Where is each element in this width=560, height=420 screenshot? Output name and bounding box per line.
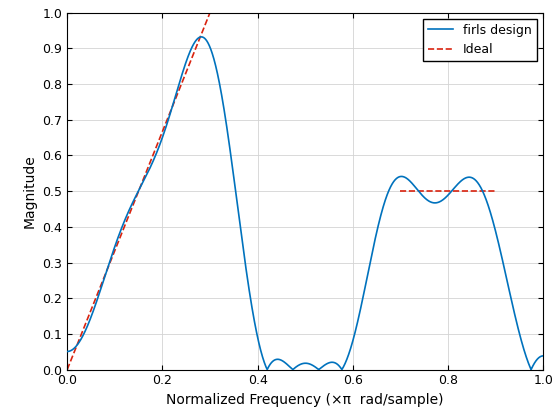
Ideal bbox=[72, 346, 79, 351]
Legend: firls design, Ideal: firls design, Ideal bbox=[423, 19, 537, 61]
firls design bbox=[451, 186, 458, 191]
X-axis label: Normalized Frequency (×π  rad/sample): Normalized Frequency (×π rad/sample) bbox=[166, 393, 444, 407]
firls design bbox=[198, 34, 204, 39]
Ideal bbox=[69, 353, 76, 358]
firls design bbox=[540, 353, 547, 358]
Line: Ideal: Ideal bbox=[67, 13, 210, 370]
Ideal bbox=[102, 272, 109, 277]
Line: firls design: firls design bbox=[67, 37, 543, 370]
firls design bbox=[528, 367, 534, 372]
Ideal bbox=[207, 10, 213, 15]
Ideal bbox=[199, 28, 206, 33]
firls design bbox=[381, 200, 388, 205]
firls design bbox=[485, 204, 492, 209]
Y-axis label: Magnitude: Magnitude bbox=[23, 154, 37, 228]
firls design bbox=[510, 305, 516, 310]
Ideal bbox=[194, 41, 201, 46]
firls design bbox=[315, 367, 322, 372]
firls design bbox=[101, 274, 108, 279]
Ideal bbox=[64, 367, 71, 372]
firls design bbox=[64, 349, 71, 354]
Ideal bbox=[90, 301, 97, 306]
